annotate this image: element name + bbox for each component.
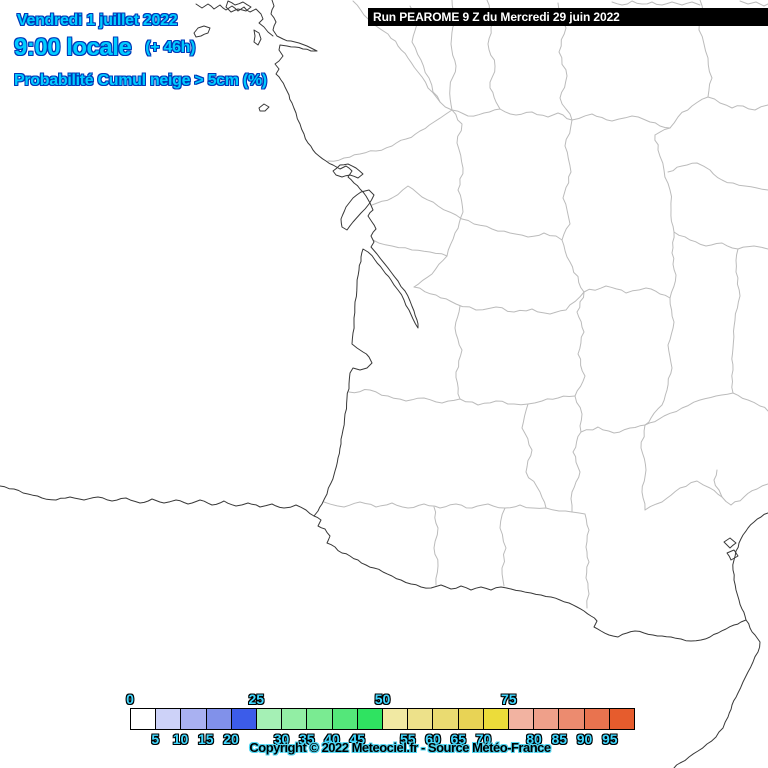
legend-tick-label: 35 [298,731,315,747]
legend-tick-label: 50 [374,691,391,707]
legend-cell [482,708,510,730]
legend-tick-label: 10 [172,731,189,747]
legend-cell [331,708,358,730]
probability-legend: 0 25 50 75 5 10 15 20 30 35 40 45 55 60 65 70 80 85 90 95 [126,691,636,747]
legend-cell [155,708,182,730]
legend-tick-label: 0 [126,691,134,707]
legend-cell [281,708,308,730]
legend-tick-label: 60 [425,731,441,747]
legend-cell [508,708,535,730]
legend-cell [457,708,484,730]
legend-cell [256,708,283,730]
legend-cell [205,708,232,730]
legend-tick-label: 55 [399,731,416,747]
time-text: 9:00 locale [14,34,132,61]
legend-tick-label: 80 [526,731,542,747]
legend-tick-label: 20 [223,731,239,747]
legend-cell [583,708,610,730]
parameter-title: Probabilité Cumul neige > 5cm (%) [14,72,267,89]
legend-tick-label: 70 [475,731,492,747]
legend-cell [608,708,636,730]
legend-color-bar [130,708,636,730]
legend-tick-label: 15 [197,731,214,747]
legend-tick-label: 65 [450,731,467,747]
legend-tick-label: 25 [248,691,265,707]
legend-cell [130,708,157,730]
legend-tick-label: 75 [500,691,517,707]
legend-cell [180,708,207,730]
legend-tick-label: 5 [151,731,160,747]
legend-cell [356,708,384,730]
legend-cell [533,708,560,730]
legend-tick-label: 45 [349,731,366,747]
model-run-banner: Run PEAROME 9 Z du Mercredi 29 juin 2022 [368,8,768,26]
legend-cell [382,708,409,730]
legend-cell [230,708,258,730]
legend-tick-label: 95 [601,731,618,747]
department-boundaries [323,0,768,609]
legend-tick-label: 40 [324,731,340,747]
legend-cell [432,708,459,730]
date-label: Vendredi 1 juillet 2022 [17,12,178,29]
legend-tick-label: 30 [273,731,290,747]
legend-cell [558,708,585,730]
legend-cell [407,708,434,730]
legend-tick-label: 85 [551,731,568,747]
time-label: 9:00 locale (+ 46h) [14,34,195,62]
legend-cell [306,708,333,730]
legend-tick-label: 90 [576,731,593,747]
forecast-offset-label: (+ 46h) [145,39,196,56]
copyright-label: Copyright © 2022 Meteociel.fr - Source M… [249,740,551,755]
